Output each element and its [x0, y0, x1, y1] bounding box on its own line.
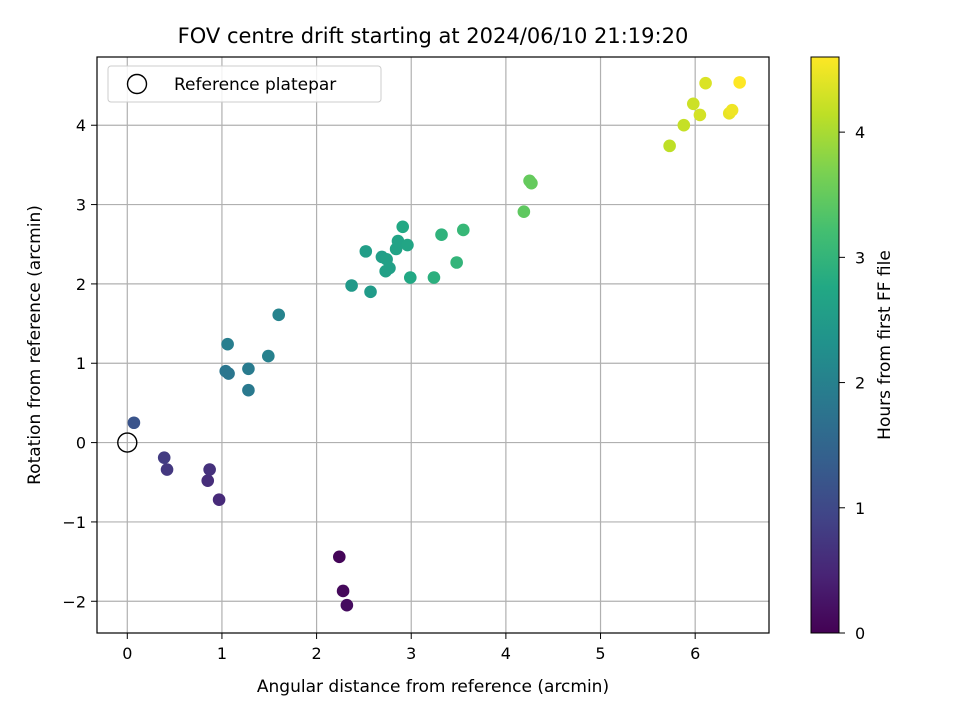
x-axis-label: Angular distance from reference (arcmin) [257, 677, 609, 697]
data-point [364, 285, 377, 299]
data-point [340, 598, 354, 612]
data-point [686, 97, 700, 111]
y-tick-label: −1 [62, 513, 86, 532]
data-point [391, 234, 405, 248]
data-point [221, 337, 234, 351]
x-tick-label: 1 [217, 644, 227, 663]
y-tick-label: 3 [76, 196, 86, 215]
colorbar-frame [810, 56, 840, 634]
data-point [733, 76, 746, 89]
data-point [212, 493, 226, 507]
data-point [127, 416, 141, 430]
y-tick-label: 1 [76, 354, 86, 373]
data-point [332, 550, 346, 564]
legend: Reference platepar [107, 65, 382, 103]
data-point [427, 271, 441, 284]
data-point [401, 238, 414, 252]
data-point [699, 76, 712, 90]
data-point [345, 279, 358, 292]
data-point [383, 261, 396, 275]
data-point [663, 139, 676, 153]
x-tick-label: 2 [311, 644, 321, 663]
x-tick-label: 3 [406, 644, 416, 663]
data-point [203, 463, 216, 476]
y-tick-label: 2 [76, 275, 86, 294]
x-tick-label: 4 [501, 644, 511, 663]
legend-entry-reference-platepar: Reference platepar [174, 75, 336, 95]
y-axis-label: Rotation from reference (arcmin) [25, 205, 45, 485]
data-point [336, 584, 350, 598]
colorbar-label: Hours from first FF file [875, 250, 895, 440]
colorbar-tick-label: 2 [855, 374, 865, 393]
colorbar-tick-label: 4 [855, 123, 865, 142]
grid-lines [97, 57, 769, 633]
data-point [157, 451, 171, 464]
data-point [396, 220, 410, 234]
colorbar-tick-label: 0 [855, 624, 865, 643]
legend-reference-marker-icon [126, 73, 148, 95]
x-axis-ticks: 0 1 2 3 4 5 6 [122, 633, 700, 663]
y-tick-label: 0 [76, 434, 86, 453]
plot-frame [96, 56, 770, 634]
data-point [693, 108, 707, 122]
legend-box [107, 65, 382, 103]
reference-marker-layer [117, 432, 138, 453]
chart-title: FOV centre drift starting at 2024/06/10 … [178, 24, 689, 48]
data-point [677, 118, 691, 132]
colorbar: 0 1 2 3 4 Hours from first FF file [810, 56, 895, 643]
data-point [160, 463, 174, 476]
y-tick-label: 4 [76, 116, 86, 135]
data-point [242, 362, 255, 376]
data-point [456, 223, 470, 237]
data-point [725, 103, 739, 117]
y-axis-ticks: −2 −1 0 1 2 3 4 [62, 116, 97, 611]
data-points [127, 76, 746, 612]
reference-platepar-marker [117, 432, 138, 453]
colorbar-ticks: 0 1 2 3 4 [839, 123, 865, 643]
data-point [435, 228, 448, 242]
data-point [272, 308, 286, 322]
colorbar-tick-label: 1 [855, 499, 865, 518]
y-tick-label: −2 [62, 592, 86, 611]
data-point [262, 349, 275, 363]
x-tick-label: 5 [595, 644, 605, 663]
data-point [201, 474, 215, 487]
data-point [517, 205, 531, 219]
data-point [359, 245, 373, 258]
data-point [450, 256, 463, 269]
colorbar-tick-label: 3 [855, 248, 865, 267]
data-point [219, 364, 233, 378]
data-point [525, 176, 538, 190]
data-point [242, 383, 255, 397]
x-tick-label: 6 [690, 644, 700, 663]
colorbar-gradient [811, 57, 839, 633]
data-point [403, 271, 417, 284]
x-tick-label: 0 [122, 644, 132, 663]
